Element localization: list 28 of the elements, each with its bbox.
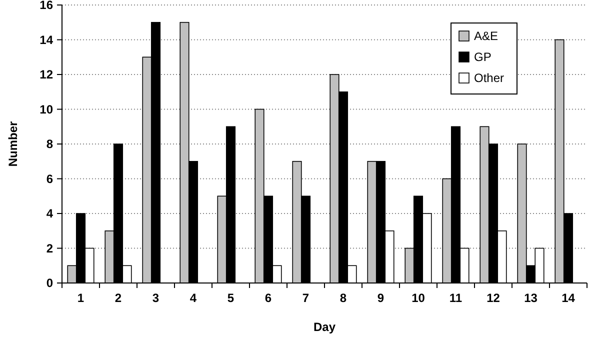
x-tick-label: 14 — [562, 291, 576, 305]
x-tick-label: 10 — [412, 291, 426, 305]
legend-label: GP — [474, 50, 492, 64]
x-tick-label: 6 — [264, 291, 272, 305]
x-tick-label: 1 — [77, 291, 84, 305]
y-tick-label: 4 — [46, 206, 54, 221]
y-tick-label: 12 — [40, 68, 54, 82]
x-tick-label: 8 — [340, 291, 347, 305]
y-tick-label: 8 — [46, 137, 54, 152]
x-tick-label: 7 — [302, 291, 310, 305]
y-tick-label: 6 — [46, 172, 54, 186]
x-tick-label: 11 — [449, 291, 462, 305]
x-tick-label: 2 — [114, 291, 122, 305]
x-tick-label: 3 — [152, 291, 160, 305]
y-tick-label: 0 — [46, 276, 54, 290]
y-tick-label: 10 — [40, 102, 54, 116]
y-tick-label: 2 — [46, 241, 54, 256]
legend-label: A&E — [474, 29, 498, 43]
x-tick-label: 12 — [486, 291, 500, 305]
x-tick-label: 13 — [524, 291, 538, 305]
y-tick-label: 16 — [40, 0, 54, 12]
x-tick-label: 9 — [377, 291, 384, 305]
x-axis-title: Day — [313, 320, 336, 334]
x-tick-label: 4 — [190, 291, 197, 305]
y-tick-label: 14 — [40, 32, 54, 47]
x-tick-label: 5 — [227, 291, 234, 305]
y-axis-title: Number — [6, 121, 20, 167]
legend-label: Other — [474, 71, 504, 85]
